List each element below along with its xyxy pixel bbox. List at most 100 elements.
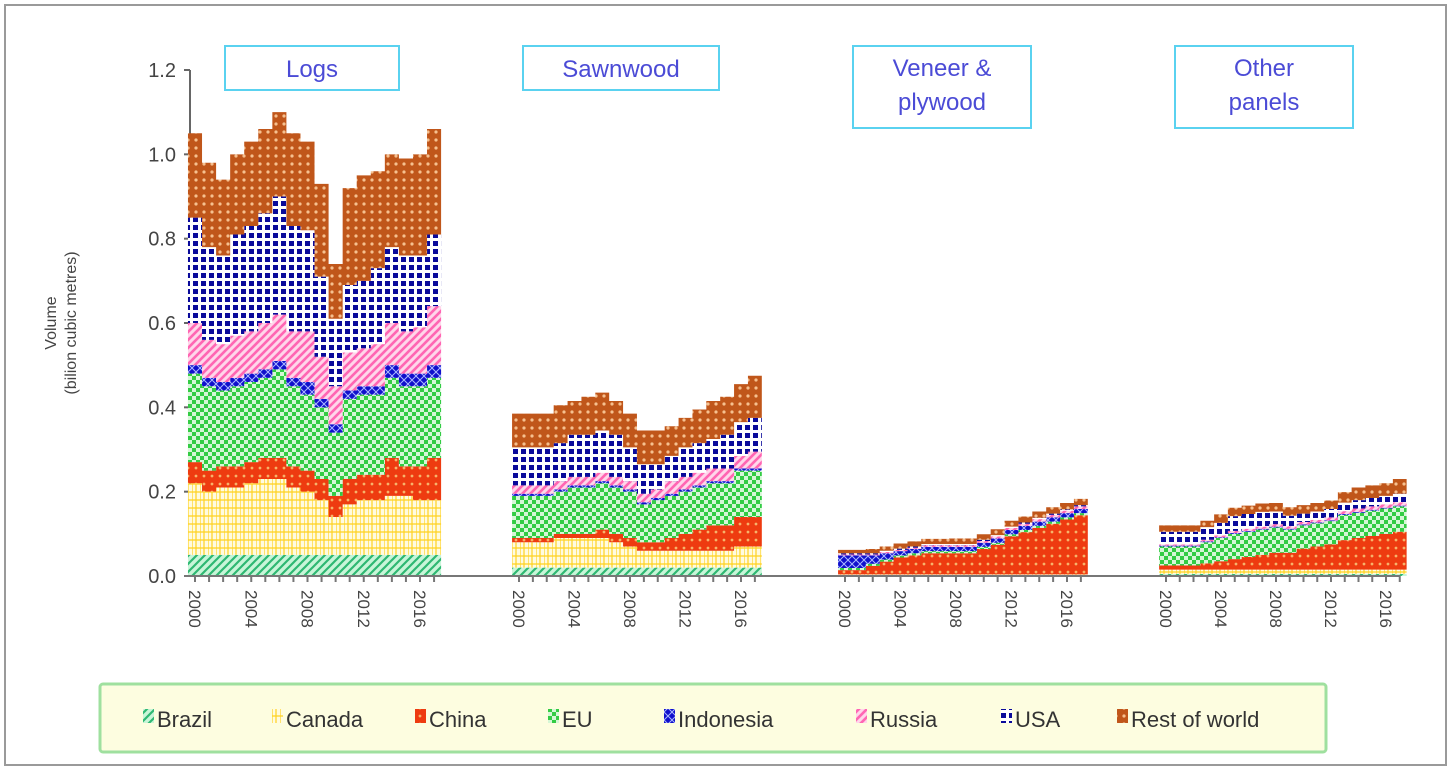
x-tick-label: 2012: [676, 590, 695, 628]
y-tick-label: 0.4: [148, 397, 176, 419]
area-sawnwood-china: [512, 516, 762, 551]
legend-label: Indonesia: [678, 707, 774, 732]
area-logs-canada: [187, 479, 442, 555]
area-logs-rest-of-world: [187, 112, 442, 319]
legend-swatch: [664, 709, 675, 723]
y-tick-label: 0.2: [148, 482, 176, 504]
panel-title-box: [224, 45, 400, 91]
area-other-panels-russia: [1159, 502, 1407, 546]
area-sawnwood-canada: [512, 538, 762, 568]
area-other-panels-canada: [1159, 569, 1407, 574]
x-tick-label: 2000: [185, 590, 204, 628]
area-logs-brazil: [187, 554, 442, 576]
panel-title: Logs: [286, 56, 338, 83]
legend-label: Russia: [870, 707, 938, 732]
x-tick-label: 2012: [1321, 590, 1340, 628]
area-logs-china: [187, 457, 442, 517]
x-tick-label: 2000: [509, 590, 528, 628]
y-tick-label: 0.6: [148, 313, 176, 335]
area-other-panels-eu: [1159, 506, 1407, 566]
panels: Logs Sawnwood Veneer & plywood Other panels: [187, 45, 1407, 576]
legend-swatch: [1001, 709, 1012, 723]
y-tick-label: 0.8: [148, 229, 176, 251]
legend-box: [98, 682, 1328, 754]
y-axis-label-line2: (bilion cubic metres): [63, 251, 80, 394]
panel-logs: Logs: [187, 45, 442, 576]
x-tick-label: 2016: [1376, 590, 1395, 628]
legend-swatch: [272, 709, 283, 723]
x-tick-label: 2012: [1002, 590, 1021, 628]
area-logs-eu: [187, 369, 442, 496]
area-veneer-plywood-usa: [838, 505, 1088, 555]
panel-sawnwood: Sawnwood: [512, 45, 762, 576]
legend: Brazil Canada China EU Indonesia Russia USA Res…: [98, 682, 1328, 754]
x-tick-label: 2004: [891, 590, 910, 628]
x-tick-label: 2000: [1156, 590, 1175, 628]
x-tick-label: 2012: [354, 590, 373, 628]
area-sawnwood-eu: [512, 470, 762, 543]
legend-label: China: [429, 707, 487, 732]
legend-item-eu: EU: [548, 707, 593, 732]
area-veneer-plywood-indonesia: [838, 508, 1088, 568]
panel-title: plywood: [898, 89, 986, 116]
area-sawnwood-brazil: [512, 567, 762, 576]
panel-title: Sawnwood: [562, 56, 679, 83]
panel-other-panels: Other panels: [1159, 45, 1407, 576]
x-tick-label: 2008: [946, 590, 965, 628]
area-veneer-plywood-china: [838, 515, 1088, 575]
panel-title-box: [852, 45, 1032, 129]
legend-swatch: [415, 709, 426, 723]
panel-title-box: [522, 45, 720, 91]
y-axis-label-line1: Volume: [43, 296, 60, 349]
x-tick-label: 2016: [731, 590, 750, 628]
legend-swatch: [1117, 709, 1128, 723]
area-sawnwood-rest-of-world: [512, 375, 762, 465]
area-veneer-plywood-eu: [838, 513, 1088, 571]
x-axis: 2000 2004 2008 2012 2016 2000 2004 2008 2012 2016…: [184, 575, 1401, 628]
area-veneer-plywood-russia: [838, 506, 1088, 556]
legend-swatch: [143, 709, 154, 723]
panel-veneer-plywood: Veneer & plywood: [838, 45, 1088, 576]
legend-item-russia: Russia: [856, 707, 938, 732]
legend-label: Canada: [286, 707, 364, 732]
legend-swatch: [548, 709, 559, 723]
area-other-panels-usa: [1159, 493, 1407, 545]
area-sawnwood-russia: [512, 451, 762, 503]
panel-title-box: [1174, 45, 1354, 129]
area-veneer-plywood-rest-of-world: [838, 498, 1088, 554]
x-tick-label: 2008: [298, 590, 317, 628]
x-tick-label: 2004: [1211, 590, 1230, 628]
legend-item-canada: Canada: [272, 707, 364, 732]
x-tick-label: 2000: [835, 590, 854, 628]
panel-title: Other: [1234, 55, 1294, 82]
y-axis: 0.0 0.2 0.4 0.6 0.8 1.0 1.2: [148, 60, 191, 588]
legend-label: Brazil: [157, 707, 212, 732]
y-tick-label: 1.2: [148, 60, 176, 82]
x-tick-label: 2008: [620, 590, 639, 628]
area-logs-indonesia: [187, 360, 442, 433]
x-tick-label: 2016: [410, 590, 429, 628]
legend-swatch: [856, 709, 867, 723]
y-tick-label: 1.0: [148, 144, 176, 166]
y-tick-label: 0.0: [148, 566, 176, 588]
legend-label: Rest of world: [1131, 707, 1259, 732]
legend-label: USA: [1015, 707, 1061, 732]
area-logs-usa: [187, 196, 442, 387]
area-logs-russia: [187, 306, 442, 425]
x-tick-label: 2008: [1266, 590, 1285, 628]
legend-item-rest-of-world: Rest of world: [1117, 707, 1259, 732]
y-axis-title: Volume (bilion cubic metres): [43, 251, 80, 394]
legend-item-brazil: Brazil: [143, 707, 212, 732]
area-other-panels-rest-of-world: [1159, 479, 1407, 532]
legend-label: EU: [562, 707, 593, 732]
x-tick-label: 2004: [565, 590, 584, 628]
legend-item-china: China: [415, 707, 487, 732]
panel-title: Veneer &: [893, 55, 992, 82]
area-other-panels-china: [1159, 531, 1407, 570]
legend-item-indonesia: Indonesia: [664, 707, 774, 732]
x-tick-label: 2016: [1057, 590, 1076, 628]
panel-title: panels: [1229, 89, 1300, 116]
x-tick-label: 2004: [241, 590, 260, 628]
area-veneer-plywood-canada: [838, 574, 1088, 576]
